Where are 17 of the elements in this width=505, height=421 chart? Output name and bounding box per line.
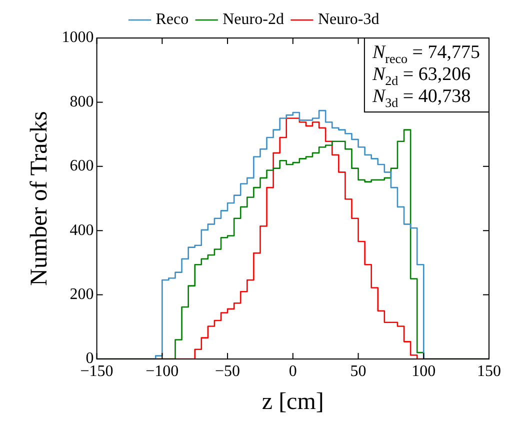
y-tick-label: 1000 (62, 29, 94, 46)
x-tick-label: −50 (215, 362, 240, 380)
x-tick-label: −150 (80, 362, 114, 380)
x-tick-label: 100 (412, 362, 436, 380)
y-tick-label: 400 (70, 222, 94, 239)
x-tick-label: −100 (146, 362, 179, 380)
legend-label: Neuro-3d (318, 11, 380, 28)
x-tick-label: 0 (288, 362, 297, 380)
legend-label: Neuro-2d (222, 11, 284, 28)
legend-label: Reco (156, 11, 189, 28)
x-tick-label: 150 (477, 362, 501, 380)
y-axis-title: Number of Tracks (26, 111, 53, 286)
y-tick-label: 600 (70, 158, 94, 175)
x-axis-title: z [cm] (262, 388, 324, 415)
x-tick-label: 50 (350, 362, 366, 380)
y-tick-label: 200 (70, 286, 94, 304)
y-tick-label: 800 (70, 93, 94, 110)
